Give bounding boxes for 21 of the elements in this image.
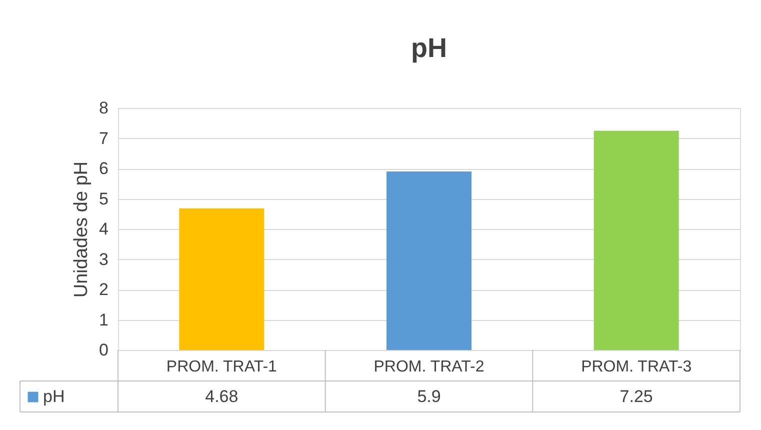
y-axis-title: Unidades de pH [71,161,92,298]
x-tick-label: PROM. TRAT-2 [374,358,484,376]
data-label: 4.68 [205,387,238,406]
y-tick-label: 0 [99,340,108,360]
data-label: 5.9 [417,387,441,406]
y-tick-label: 7 [99,128,108,148]
x-tick-label: PROM. TRAT-1 [166,358,278,376]
y-tick-label: 4 [99,220,108,238]
bar [594,130,679,350]
y-tick-label: 6 [99,159,108,178]
bar [179,208,264,350]
legend-label: pH [43,387,65,406]
chart-title: pH [411,33,447,63]
y-tick-label: 5 [99,189,108,208]
y-tick-label: 1 [99,310,108,330]
y-tick-label: 2 [99,280,108,299]
y-tick-label: 8 [99,98,108,118]
bar [386,172,472,350]
y-tick-label: 3 [99,250,108,269]
x-tick-label: PROM. TRAT-3 [581,358,692,376]
data-label: 7.25 [620,387,653,406]
